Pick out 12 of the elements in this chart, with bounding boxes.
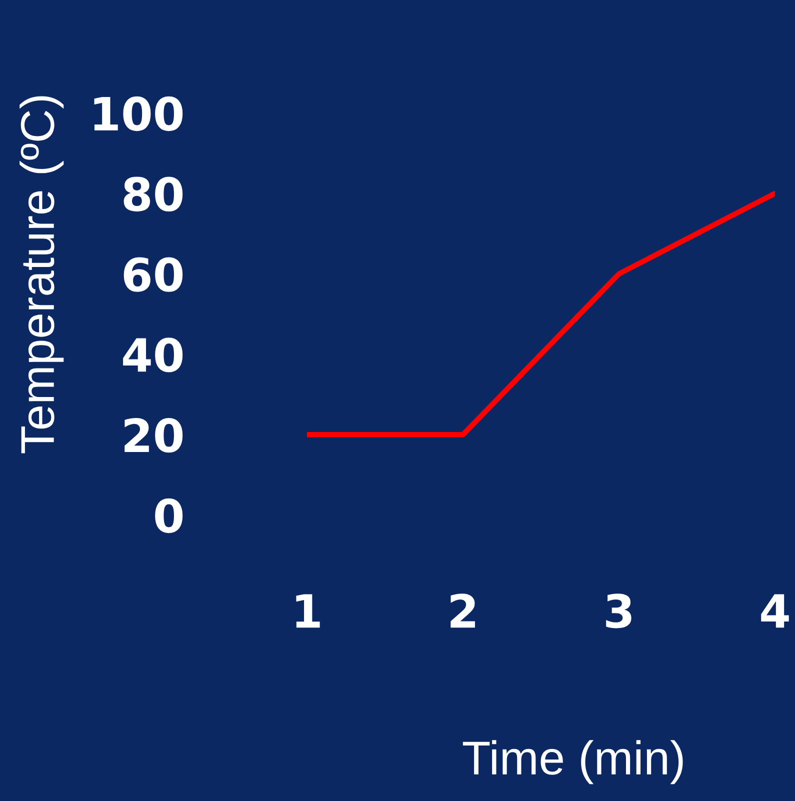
y-tick-label: 100 <box>94 96 183 132</box>
y-axis-title: Temperature (ºC) <box>20 96 64 454</box>
y-tick-label: 60 <box>124 257 183 292</box>
y-tick-label: 20 <box>124 418 183 453</box>
x-axis-title: Time (min) <box>462 740 683 784</box>
x-tick-label: 2 <box>450 594 475 628</box>
y-tick-label: 40 <box>123 338 183 372</box>
y-tick-label: 80 <box>124 176 183 212</box>
x-tick-label: 1 <box>296 594 320 628</box>
x-tick-label: 4 <box>761 594 789 628</box>
x-tick-label: 3 <box>606 594 632 628</box>
y-tick-label: 0 <box>155 498 183 534</box>
